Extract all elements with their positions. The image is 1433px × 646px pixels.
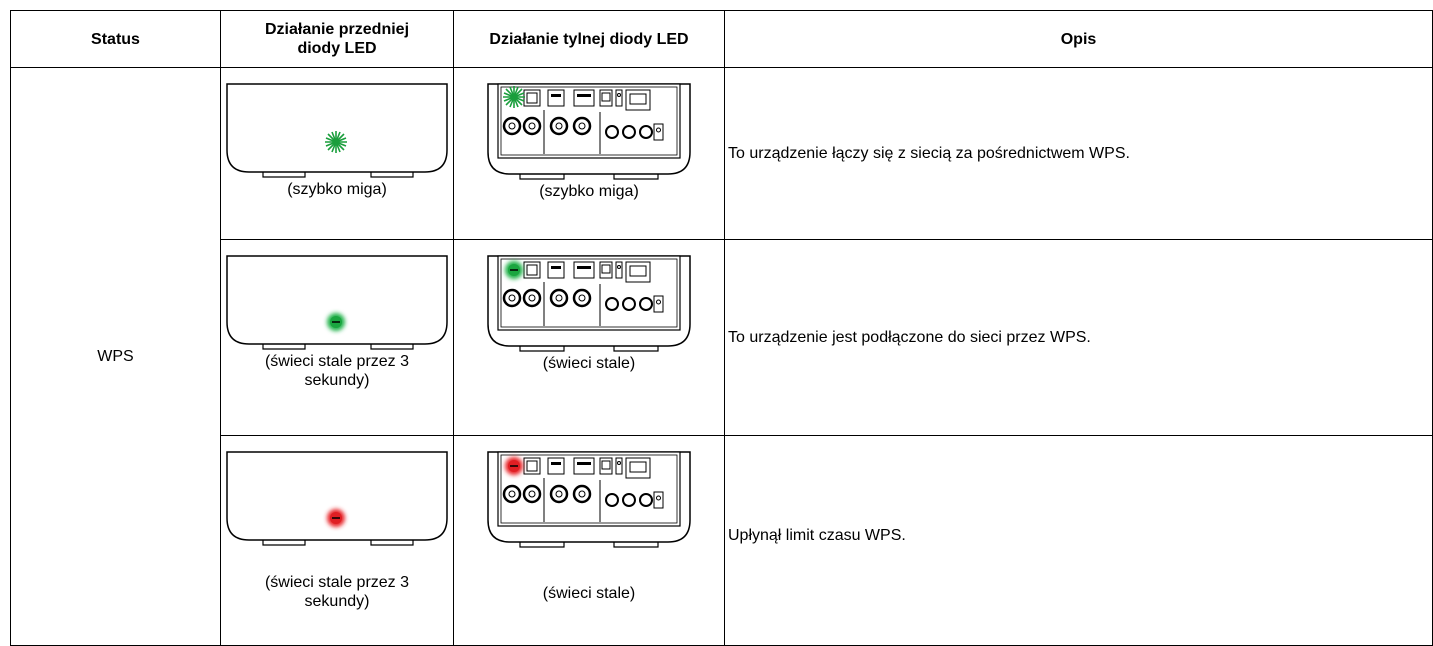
row: (świeci stale przez 3 sekundy) (świeci s… (11, 435, 1433, 646)
rear-cell: (świeci stale) (453, 239, 725, 436)
description: To urządzenie łączy się z siecią za pośr… (724, 67, 1433, 240)
rear-illustration (486, 450, 692, 549)
front-caption: (szybko miga) (287, 181, 387, 198)
front-caption: (świeci stale przez 3 sekundy) (264, 574, 410, 610)
cell-content: (świeci stale przez 3 sekundy) (221, 240, 453, 390)
cell-content: (szybko miga) (454, 68, 724, 201)
rear-caption: (świeci stale) (542, 584, 636, 602)
header-row: Status Działanie przedniej diody LED Dzi… (10, 10, 1433, 68)
front-cell: (świeci stale przez 3 sekundy) (220, 435, 454, 646)
rear-cell: (świeci stale) (453, 435, 725, 646)
rear-caption: (świeci stale) (542, 355, 636, 372)
rear-cell: (szybko miga) (453, 67, 725, 240)
header-cell: Opis (724, 10, 1433, 68)
header-cell: Działanie przedniej diody LED (220, 10, 454, 68)
cell-content: (szybko miga) (221, 68, 453, 199)
led-table: Status Działanie przedniej diody LED Dzi… (10, 10, 1433, 646)
front-cell: (szybko miga) (220, 67, 454, 240)
cell-content: (świeci stale) (454, 240, 724, 373)
header-cell: Działanie tylnej diody LED (453, 10, 725, 68)
cell-content: (świeci stale przez 3 sekundy) (221, 436, 453, 636)
rear-caption: (szybko miga) (539, 183, 639, 200)
front-illustration (226, 83, 448, 178)
cell-content: (świeci stale) (454, 436, 724, 636)
front-illustration (226, 451, 448, 546)
rear-illustration (486, 82, 692, 181)
description: To urządzenie jest podłączone do sieci p… (724, 239, 1433, 436)
row: WPS (szybko miga) (szybko miga) To urząd… (10, 67, 1433, 646)
rear-illustration (486, 254, 692, 353)
front-illustration (226, 255, 448, 350)
front-cell: (świeci stale przez 3 sekundy) (220, 239, 454, 436)
header-cell: Status (10, 10, 221, 68)
front-caption: (świeci stale przez 3 sekundy) (264, 353, 410, 389)
status-cell: WPS (10, 67, 221, 646)
row: (świeci stale przez 3 sekundy) (świeci s… (11, 239, 1433, 436)
description: Upłynął limit czasu WPS. (724, 435, 1433, 646)
